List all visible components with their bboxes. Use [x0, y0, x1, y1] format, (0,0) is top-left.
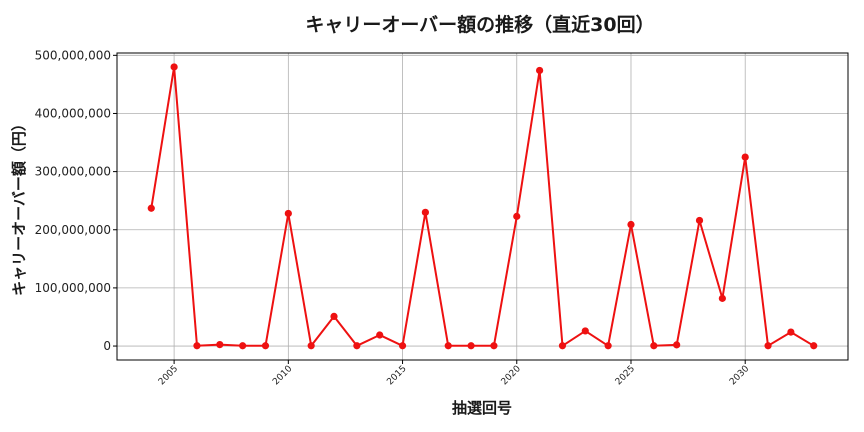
- data-point: [376, 331, 384, 339]
- data-point: [330, 312, 338, 320]
- y-tick-label: 0: [103, 339, 111, 353]
- data-point: [741, 153, 749, 161]
- data-point: [673, 341, 681, 349]
- data-point: [147, 204, 155, 212]
- data-point: [170, 63, 178, 71]
- data-point: [604, 342, 612, 350]
- y-tick-label: 500,000,000: [35, 48, 111, 62]
- data-point: [444, 342, 452, 350]
- data-point: [261, 342, 270, 350]
- y-tick-label: 300,000,000: [35, 165, 111, 179]
- chart-title: キャリーオーバー額の推移（直近30回）: [305, 13, 654, 36]
- data-point: [307, 342, 315, 350]
- grid: [117, 53, 848, 360]
- data-point: [627, 220, 635, 229]
- x-tick-label: 2025: [614, 364, 637, 387]
- data-point: [787, 328, 795, 336]
- y-tick-label: 100,000,000: [35, 281, 111, 295]
- data-point: [467, 342, 475, 350]
- data-point: [650, 342, 658, 350]
- y-axis-ticks: 0 100,000,000 200,000,000 300,000,000 400,00…: [35, 48, 117, 353]
- x-tick-label: 2020: [500, 364, 523, 387]
- series: [147, 63, 818, 350]
- data-point: [558, 342, 567, 350]
- data-point: [353, 342, 361, 350]
- data-point: [193, 342, 201, 350]
- data-point: [718, 294, 726, 302]
- data-point: [513, 212, 521, 220]
- series-line: [150, 66, 815, 347]
- x-tick-label: 2010: [271, 364, 294, 387]
- x-tick-label: 2030: [728, 364, 751, 387]
- x-axis-label: 抽選回号: [452, 399, 512, 417]
- x-tick-label: 2015: [385, 364, 408, 387]
- data-point: [490, 342, 498, 350]
- data-point: [421, 208, 429, 216]
- x-tick-label: 2005: [157, 364, 180, 387]
- y-tick-label: 200,000,000: [35, 223, 111, 237]
- data-point: [398, 342, 407, 350]
- data-point: [581, 327, 589, 335]
- data-point: [284, 209, 292, 218]
- data-point: [216, 340, 224, 349]
- x-axis-ticks: 2005 2010 2015 2020 2025 2030: [157, 360, 752, 387]
- data-point: [239, 342, 247, 350]
- plot-frame: [116, 52, 849, 361]
- data-point: [764, 342, 772, 350]
- data-point: [695, 216, 704, 225]
- data-point: [536, 66, 544, 75]
- y-tick-label: 400,000,000: [35, 106, 111, 120]
- y-axis-label: キャリーオーバー額（円）: [10, 116, 28, 296]
- data-point: [810, 342, 818, 350]
